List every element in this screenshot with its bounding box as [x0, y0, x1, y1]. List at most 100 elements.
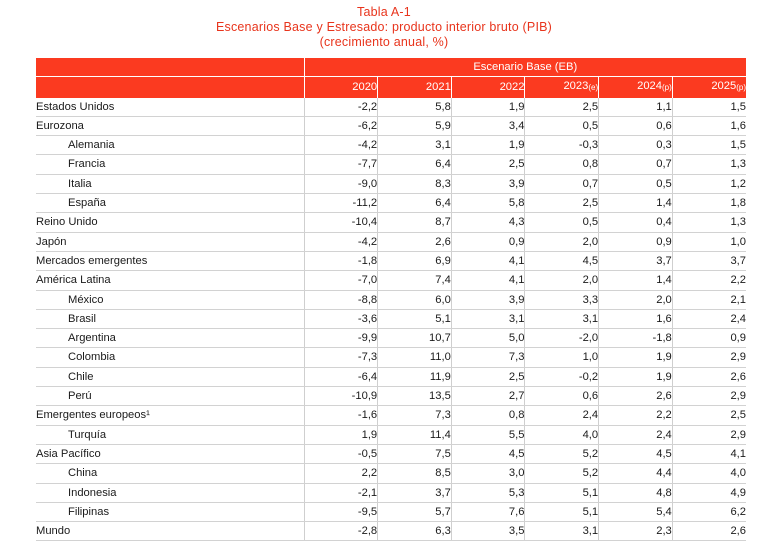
header-blank-cell [36, 58, 304, 77]
year-header-row: 2020 2021 2022 2023(e) 2024(p) 2025(p) [36, 76, 746, 98]
cell-value: 5,1 [377, 309, 452, 330]
cell-value: -2,0 [524, 328, 599, 349]
cell-value: 4,5 [524, 251, 599, 272]
cell-value: 2,6 [671, 367, 746, 388]
cell-value: 0,6 [524, 386, 599, 407]
row-label: Francia [36, 154, 304, 175]
cell-value: 2,5 [524, 97, 599, 117]
cell-value: 0,5 [524, 116, 599, 137]
cell-value: 1,4 [598, 193, 673, 214]
cell-value: 6,9 [377, 251, 452, 272]
cell-value: 2,4 [671, 309, 746, 330]
cell-value: 4,0 [524, 425, 599, 445]
row-label: Alemania [36, 135, 304, 156]
year-label: 2024 [637, 80, 662, 93]
cell-value: 2,9 [671, 425, 746, 445]
table-row: Indonesia -2,1 3,7 5,3 5,1 4,8 4,9 [36, 483, 746, 503]
row-label: Reino Unido [36, 212, 304, 233]
cell-value: 11,9 [377, 367, 452, 388]
row-label: Mundo [36, 521, 304, 541]
cell-value: 5,0 [450, 328, 525, 349]
cell-value: 0,4 [598, 212, 673, 233]
cell-value: 1,1 [598, 97, 673, 117]
table-title: Escenarios Base y Estresado: producto in… [215, 20, 553, 34]
table-row: Chile -6,4 11,9 2,5 -0,2 1,9 2,6 [36, 367, 746, 388]
cell-value: 8,3 [377, 174, 452, 195]
year-header-2020: 2020 [303, 76, 378, 98]
table-number: Tabla A-1 [357, 5, 411, 19]
year-label: 2020 [352, 81, 378, 94]
cell-value: 0,7 [524, 174, 599, 195]
cell-value: 1,9 [303, 425, 378, 445]
table-row: América Latina -7,0 7,4 4,1 2,0 1,4 2,2 [36, 270, 746, 291]
cell-value: 0,9 [671, 328, 746, 349]
cell-value: 7,4 [377, 270, 452, 291]
cell-value: 13,5 [377, 386, 452, 407]
row-label: Estados Unidos [36, 97, 304, 117]
cell-value: 5,1 [524, 502, 599, 523]
cell-value: 6,4 [377, 193, 452, 214]
cell-value: 7,6 [450, 502, 525, 523]
cell-value: 4,5 [598, 444, 673, 465]
cell-value: 5,8 [377, 97, 452, 117]
cell-value: 4,0 [671, 463, 746, 484]
group-header-row: Escenario Base (EB) [36, 58, 746, 77]
table-row: Alemania -4,2 3,1 1,9 -0,3 0,3 1,5 [36, 135, 746, 156]
cell-value: 4,4 [598, 463, 673, 484]
row-label: Emergentes europeos¹ [36, 405, 304, 426]
cell-value: 2,7 [450, 386, 525, 407]
cell-value: -1,8 [303, 251, 378, 272]
cell-value: -7,0 [303, 270, 378, 291]
cell-value: 0,6 [598, 116, 673, 137]
cell-value: 5,9 [377, 116, 452, 137]
table-row: Turquía 1,9 11,4 5,5 4,0 2,4 2,9 [36, 425, 746, 445]
cell-value: -2,2 [303, 97, 378, 117]
table-title-block: Tabla A-1 Escenarios Base y Estresado: p… [0, 0, 768, 50]
cell-value: 0,7 [598, 154, 673, 175]
cell-value: 1,5 [671, 135, 746, 156]
cell-value: 11,4 [377, 425, 452, 445]
year-label: 2025 [711, 80, 737, 93]
table-row: Asia Pacífico -0,5 7,5 4,5 5,2 4,5 4,1 [36, 444, 746, 465]
table-row: Italia -9,0 8,3 3,9 0,7 0,5 1,2 [36, 174, 746, 195]
cell-value: 2,4 [524, 405, 599, 426]
cell-value: 7,5 [377, 444, 452, 465]
row-label: Indonesia [36, 483, 304, 503]
cell-value: 3,7 [671, 251, 746, 272]
year-tag: (p) [736, 83, 746, 93]
cell-value: 0,8 [450, 405, 525, 426]
cell-value: 3,9 [450, 290, 525, 310]
cell-value: 3,3 [524, 290, 599, 310]
row-label: Asia Pacífico [36, 444, 304, 465]
cell-value: -8,8 [303, 290, 378, 310]
cell-value: 1,0 [524, 347, 599, 368]
cell-value: -9,5 [303, 502, 378, 523]
cell-value: 5,2 [524, 463, 599, 484]
cell-value: 10,7 [377, 328, 452, 349]
row-label: Eurozona [36, 116, 304, 137]
cell-value: 0,9 [598, 232, 673, 252]
cell-value: 2,5 [671, 405, 746, 426]
cell-value: 5,7 [377, 502, 452, 523]
cell-value: 2,9 [671, 386, 746, 407]
table-subtitle: (crecimiento anual, %) [319, 35, 449, 49]
scenario-header: Escenario Base (EB) [303, 58, 746, 77]
cell-value: -7,7 [303, 154, 378, 175]
cell-value: -4,2 [303, 232, 378, 252]
cell-value: 2,6 [671, 521, 746, 541]
table-row: Japón -4,2 2,6 0,9 2,0 0,9 1,0 [36, 232, 746, 252]
cell-value: -2,8 [303, 521, 378, 541]
cell-value: 3,0 [450, 463, 525, 484]
cell-value: 2,0 [524, 270, 599, 291]
year-tag: (p) [662, 83, 672, 93]
table-row: Perú -10,9 13,5 2,7 0,6 2,6 2,9 [36, 386, 746, 407]
cell-value: 4,3 [450, 212, 525, 233]
row-label: Colombia [36, 347, 304, 368]
cell-value: 4,5 [450, 444, 525, 465]
cell-value: -1,8 [598, 328, 673, 349]
row-label: Japón [36, 232, 304, 252]
cell-value: 1,3 [671, 154, 746, 175]
cell-value: 2,9 [671, 347, 746, 368]
row-label: Chile [36, 367, 304, 388]
table-row: Brasil -3,6 5,1 3,1 3,1 1,6 2,4 [36, 309, 746, 330]
